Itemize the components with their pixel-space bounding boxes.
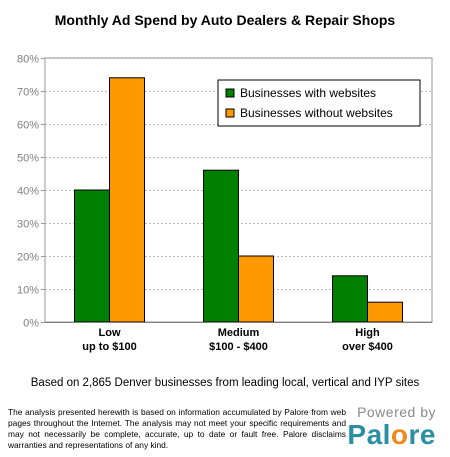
legend-label: Businesses without websites [240, 106, 393, 120]
x-tick-label: over $400 [342, 341, 393, 353]
y-tick-label: 10% [17, 285, 39, 297]
y-tick-label: 80% [17, 54, 39, 66]
logo-end: re [408, 419, 436, 450]
legend-label: Businesses with websites [240, 86, 376, 100]
y-tick-label: 0% [23, 318, 39, 330]
disclaimer-text: The analysis presented herewith is based… [8, 407, 346, 450]
logo-accent: o [390, 419, 409, 450]
x-tick-label: Low [99, 327, 121, 339]
y-tick-label: 40% [17, 186, 39, 198]
y-tick-label: 30% [17, 219, 39, 231]
y-tick-label: 70% [17, 87, 39, 99]
powered-by-label: Powered by [357, 404, 436, 420]
bar-with-websites [203, 169, 239, 323]
x-tick-label: $100 - $400 [209, 341, 268, 353]
y-tick-label: 20% [17, 252, 39, 264]
y-tick-label: 60% [17, 120, 39, 132]
chart-caption: Based on 2,865 Denver businesses from le… [30, 377, 420, 389]
legend-swatch [225, 108, 235, 118]
legend-swatch [225, 88, 235, 98]
y-tick-label: 50% [17, 153, 39, 165]
bar-without-websites [109, 77, 145, 323]
bar-without-websites [238, 255, 274, 323]
chart-title: Monthly Ad Spend by Auto Dealers & Repai… [54, 12, 396, 28]
x-tick-label: Medium [218, 327, 260, 339]
bar-with-websites [74, 189, 110, 323]
bar-without-websites [367, 301, 403, 323]
bar-with-websites [332, 275, 368, 323]
palore-brand: Powered by Palore [347, 404, 436, 449]
x-tick-label: High [355, 327, 380, 339]
x-tick-label: up to $100 [82, 341, 136, 353]
bar-chart: 0% 10% 20% 30% 40% 50% 60% 70% 80% Low up to $100 M… [17, 54, 433, 353]
palore-logo: Palore [347, 421, 436, 449]
logo-main: Pal [347, 419, 391, 450]
legend [217, 79, 421, 127]
